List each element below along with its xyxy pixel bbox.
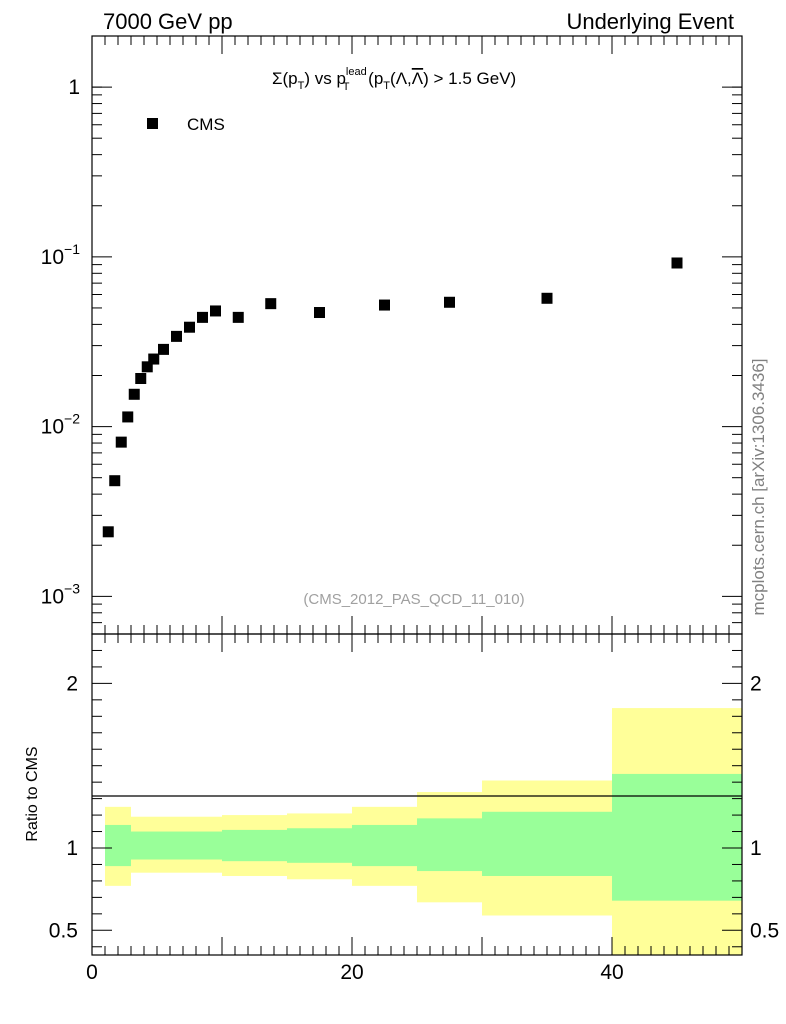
- cms-data-point: [444, 296, 455, 308]
- title-tail: ) > 1.5 GeV): [423, 69, 516, 88]
- cms-data-point: [379, 299, 390, 311]
- cms-data-point: [135, 373, 147, 385]
- ratio-y-tick-label-left: 1: [66, 837, 78, 860]
- source-label: mcplots.cern.ch [arXiv:1306.3436]: [749, 358, 768, 615]
- cms-data-point: [265, 298, 277, 310]
- ratio-y-tick-label-left: 0.5: [49, 919, 78, 942]
- inner-band-6: [482, 811, 612, 876]
- cms-data-point: [314, 307, 325, 319]
- cms-data-point: [128, 388, 140, 400]
- ratio-bands: [105, 708, 742, 955]
- plot-title: Σ(pT) vs plead T (pT(Λ,Λ) > 1.5 GeV): [272, 66, 516, 93]
- ratio-axis-ticks: [91, 633, 743, 955]
- ratio-y-tick-label-left: 2: [66, 672, 78, 695]
- category-label: Underlying Event: [566, 9, 734, 34]
- cms-data-point: [141, 361, 153, 373]
- cms-data-point: [109, 475, 121, 487]
- title-lambda: (Λ,: [390, 69, 412, 88]
- cms-data-point: [102, 526, 114, 538]
- title-sub-t2: T: [343, 81, 350, 93]
- y-tick-label: 1: [68, 76, 80, 99]
- inner-band-0: [105, 824, 131, 867]
- analysis-id: (CMS_2012_PAS_QCD_11_010): [303, 591, 524, 608]
- inner-band-4: [352, 824, 417, 867]
- y-tick-label: 10−1: [41, 241, 81, 269]
- title-sub-t3: T: [383, 80, 390, 92]
- title-open: (p: [363, 69, 383, 88]
- ratio-y-axis-label: Ratio to CMS: [24, 746, 41, 841]
- inner-band-3: [287, 828, 352, 863]
- title-lambda-bar: Λ: [412, 69, 424, 88]
- cms-data-point: [541, 292, 553, 304]
- y-tick-label: 10−3: [41, 580, 81, 608]
- x-tick-label: 20: [340, 961, 363, 984]
- inner-band-7: [612, 773, 742, 901]
- title-lead: lead: [346, 66, 367, 78]
- ratio-y-tick-labels: 0.5 0.5 1 1 2 2: [49, 672, 779, 942]
- main-axis-ticks: [91, 35, 743, 635]
- x-tick-labels: 0 20 40: [86, 961, 624, 984]
- title-mid: ) vs p: [304, 69, 346, 88]
- x-tick-label: 0: [86, 961, 98, 984]
- data-markers: [102, 257, 683, 538]
- cms-data-point: [158, 343, 169, 355]
- legend-label: CMS: [187, 115, 225, 134]
- main-panel: 110−110−210−3 Σ(pT) vs plead T (pT(Λ,Λ) >…: [41, 35, 743, 635]
- cms-data-point: [122, 411, 134, 423]
- title-sigma: Σ(p: [272, 69, 298, 88]
- cms-data-point: [210, 305, 221, 317]
- title-sub-t: T: [298, 80, 305, 92]
- cms-data-point: [184, 321, 195, 333]
- x-tick-label: 40: [600, 961, 623, 984]
- legend-marker: [147, 118, 158, 129]
- cms-data-point: [115, 436, 127, 448]
- inner-band-2: [222, 829, 287, 862]
- inner-band-5: [417, 818, 482, 872]
- inner-band-1: [131, 831, 222, 860]
- collision-label: 7000 GeV pp: [103, 9, 233, 34]
- ratio-panel: 0.5 0.5 1 1 2 2 0 20 40 Ratio to CMS: [24, 633, 779, 984]
- cms-data-point: [171, 330, 182, 342]
- y-tick-label: 10−2: [41, 411, 81, 439]
- ratio-y-tick-label-right: 2: [750, 672, 762, 695]
- cms-data-point: [671, 257, 683, 269]
- cms-data-point: [148, 353, 160, 365]
- cms-data-point: [197, 311, 208, 323]
- ratio-y-tick-label-right: 0.5: [750, 919, 779, 942]
- cms-data-point: [232, 311, 244, 323]
- main-y-tick-labels: 1 10−1 10−2 10−3: [41, 76, 81, 608]
- ratio-y-tick-label-right: 1: [750, 837, 762, 860]
